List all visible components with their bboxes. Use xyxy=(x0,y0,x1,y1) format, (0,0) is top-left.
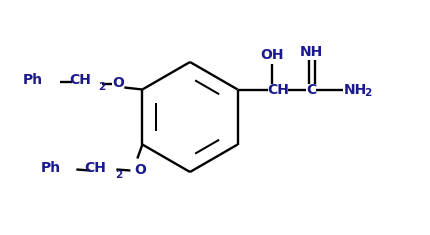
Text: CH: CH xyxy=(69,73,91,86)
Text: Ph: Ph xyxy=(41,161,61,175)
Text: OH: OH xyxy=(259,47,283,62)
Text: 2: 2 xyxy=(114,171,122,180)
Text: NH: NH xyxy=(343,82,366,97)
Text: CH: CH xyxy=(267,82,289,97)
Text: C: C xyxy=(306,82,316,97)
Text: Ph: Ph xyxy=(23,73,43,86)
Text: O: O xyxy=(134,164,146,177)
Text: 2: 2 xyxy=(98,82,105,91)
Text: 2: 2 xyxy=(363,87,370,98)
Text: CH: CH xyxy=(84,161,106,175)
Text: NH: NH xyxy=(299,44,322,59)
Text: O: O xyxy=(112,75,124,90)
